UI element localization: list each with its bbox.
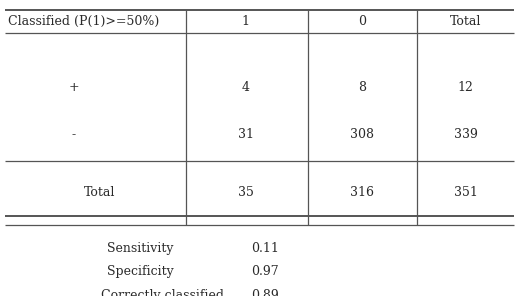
Text: 12: 12 bbox=[458, 81, 473, 94]
Text: Correctly classified: Correctly classified bbox=[101, 289, 224, 296]
Text: 4: 4 bbox=[242, 81, 250, 94]
Text: Classified (P(1)>=50%): Classified (P(1)>=50%) bbox=[8, 15, 159, 28]
Text: 0: 0 bbox=[358, 15, 366, 28]
Text: 351: 351 bbox=[454, 186, 477, 199]
Text: +: + bbox=[69, 81, 79, 94]
Text: 1: 1 bbox=[242, 15, 250, 28]
Text: 8: 8 bbox=[358, 81, 366, 94]
Text: 0.11: 0.11 bbox=[251, 242, 279, 255]
Text: 308: 308 bbox=[350, 128, 374, 141]
Text: Sensitivity: Sensitivity bbox=[107, 242, 173, 255]
Text: 0.89: 0.89 bbox=[251, 289, 279, 296]
Text: Specificity: Specificity bbox=[106, 265, 173, 278]
Text: 316: 316 bbox=[350, 186, 374, 199]
Text: 35: 35 bbox=[238, 186, 254, 199]
Text: -: - bbox=[72, 128, 76, 141]
Text: Total: Total bbox=[84, 186, 115, 199]
Text: 0.97: 0.97 bbox=[251, 265, 278, 278]
Text: 31: 31 bbox=[238, 128, 254, 141]
Text: 339: 339 bbox=[454, 128, 477, 141]
Text: Total: Total bbox=[450, 15, 481, 28]
